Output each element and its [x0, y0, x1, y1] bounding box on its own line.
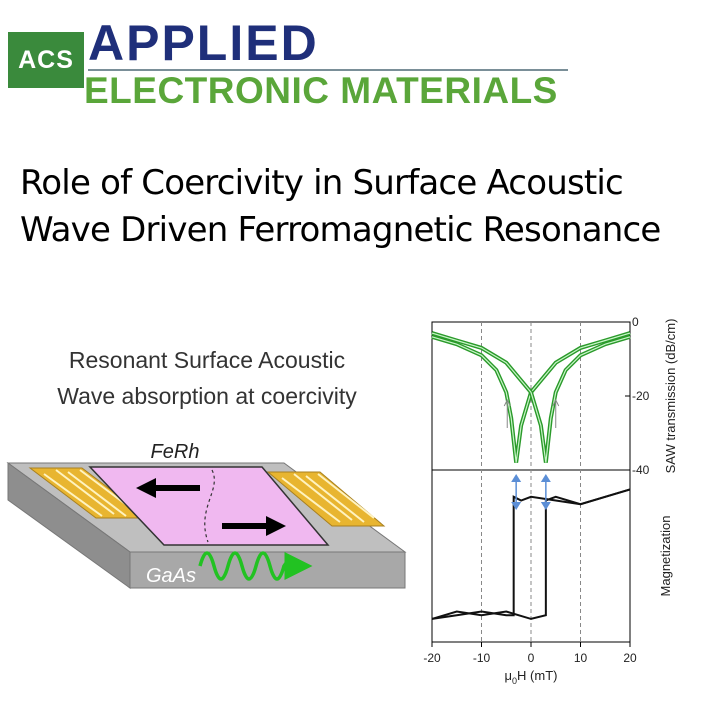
thin-up-arrowhead	[552, 398, 560, 407]
journal-name-line1: APPLIED	[88, 15, 319, 71]
surface-acoustic-wave	[198, 551, 298, 581]
article-title: Role of Coercivity in Surface Acoustic W…	[20, 163, 661, 250]
x-tick-label: 0	[528, 651, 535, 665]
y-tick-label: -20	[632, 389, 650, 403]
journal-logo: ACS APPLIED ELECTRONIC MATERIALS	[8, 18, 570, 112]
y-tick-label: -40	[632, 463, 650, 477]
double-arrowhead-down	[511, 502, 522, 510]
schematic-caption-line1: Resonant Surface Acoustic	[69, 347, 345, 373]
journal-name-line2: ELECTRONIC MATERIALS	[84, 70, 558, 111]
magnetization-arrow-right	[222, 516, 286, 536]
saw-series-highlight	[431, 332, 631, 463]
domain-wall	[204, 469, 215, 543]
device-schematic: Resonant Surface Acoustic Wave absorptio…	[6, 347, 407, 589]
top-y-axis-label: SAW transmission (dB/cm)	[663, 319, 678, 474]
double-arrowhead-down	[540, 502, 551, 510]
magnetization-arrow-left	[136, 478, 200, 498]
bottom-y-axis-label: Magnetization	[658, 516, 673, 597]
saw-series-highlight	[431, 332, 631, 463]
x-tick-label: 10	[574, 651, 588, 665]
double-arrowhead-up	[511, 474, 522, 482]
substrate-label: GaAs	[146, 565, 196, 587]
substrate-side	[7, 462, 131, 589]
thin-up-arrowhead	[503, 398, 511, 407]
x-tick-label: 20	[623, 651, 637, 665]
double-arrowhead-up	[540, 474, 551, 482]
measurement-plot: -20 -10 0 10 20 0 -20 -40 SAW transmission (dB/…	[423, 315, 678, 686]
x-tick-label: -20	[423, 651, 441, 665]
magnetization-series-line	[431, 488, 631, 620]
acs-badge: ACS	[8, 32, 84, 88]
y-tick-label: 0	[632, 315, 639, 329]
x-tick-label: -10	[473, 651, 491, 665]
logo-divider	[88, 69, 568, 71]
x-axis-label: μ0H (mT)	[505, 668, 558, 686]
right-transducer	[266, 471, 386, 527]
schematic-caption-line2: Wave absorption at coercivity	[57, 383, 357, 409]
film-label: FeRh	[151, 441, 200, 463]
